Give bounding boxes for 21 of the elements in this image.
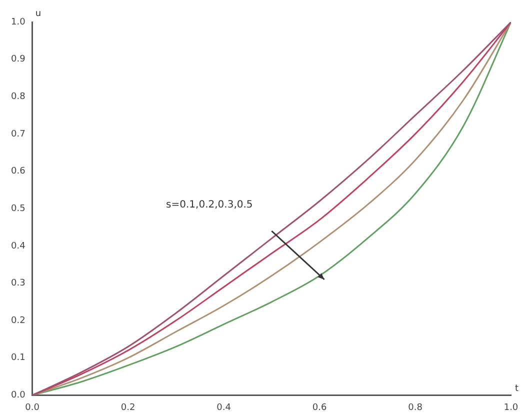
x-axis-title: t [515,384,519,394]
y-tick-label: 0.6 [10,166,26,177]
x-tick-label: 0.8 [408,402,423,413]
line-series [32,22,511,396]
x-tick-label: 1.0 [504,402,518,413]
y-tick-label: 0.3 [10,278,26,289]
y-tick-label: 0.8 [10,92,26,102]
y-tick-label: 0.5 [10,204,26,214]
y-tick-label: 1.0 [10,17,26,28]
x-tick-label: 0.4 [216,402,232,413]
y-tick-label: 0.7 [10,129,26,140]
x-tick-label: 0.6 [312,402,327,413]
y-tick-label: 0.0 [10,390,26,401]
x-tick-label: 0.2 [120,402,136,413]
annotation: s=0.1,0.2,0.3,0.5 [166,199,253,210]
y-tick-label: 0.9 [10,54,26,65]
y-axis-title: u [35,8,42,19]
x-tick-label: 0.0 [25,402,40,413]
y-tick-label: 0.2 [10,316,26,326]
y-tick-label: 0.1 [10,353,26,364]
y-tick-label: 0.4 [10,241,26,252]
